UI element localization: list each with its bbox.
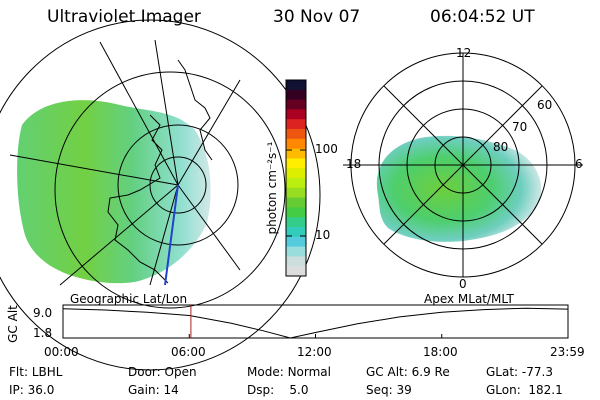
param-mode: Mode: Normal: [247, 365, 331, 379]
colorbar-swatch: [286, 158, 306, 169]
altitude-x-tick-1200: 12:00: [297, 345, 332, 359]
apex-caption: Apex MLat/MLT: [424, 292, 514, 306]
altitude-plot-frame: [62, 304, 569, 339]
colorbar-swatch: [286, 99, 306, 110]
altitude-y-title: GC Alt: [6, 305, 20, 343]
param-glon: GLon: 182.1: [486, 383, 563, 397]
mlt-label-18: 18: [346, 157, 362, 171]
noon-meridian-line: [164, 184, 179, 286]
altitude-x-tick-2359: 23:59: [550, 345, 585, 359]
colorbar-swatch: [286, 217, 306, 228]
apex-grid: [343, 52, 583, 278]
colorbar-swatch: [286, 256, 306, 267]
colorbar-swatch: [286, 266, 306, 277]
colorbar-swatch: [286, 148, 306, 159]
altitude-x-tick-1800: 18:00: [423, 345, 458, 359]
date-label: 30 Nov 07: [273, 7, 361, 27]
mlat-label-70: 70: [512, 120, 528, 134]
colorbar-tick-100: 100: [315, 142, 338, 156]
param-seq: Seq: 39: [366, 383, 412, 397]
altitude-x-ticks: [62, 334, 569, 338]
param-dsp: Dsp: 5.0: [247, 383, 309, 397]
colorbar-swatch: [286, 129, 306, 140]
apex-polar-plot: [343, 52, 583, 278]
colorbar-swatch: [286, 178, 306, 189]
colorbar-tick-10: 10: [315, 228, 331, 242]
mlat-label-80: 80: [493, 140, 509, 154]
colorbar-unit-label: photon cm⁻²s⁻¹: [265, 141, 279, 235]
apex-aurora-image: [376, 135, 542, 242]
time-label: 06:04:52 UT: [430, 7, 535, 27]
colorbar-swatch: [286, 187, 306, 199]
param-door: Door: Open: [128, 365, 197, 379]
colorbar-swatch: [286, 227, 306, 238]
altitude-plot: [62, 304, 569, 339]
colorbar-swatch: [286, 197, 306, 208]
colorbar: [285, 79, 307, 277]
mlt-label-12: 12: [456, 46, 472, 60]
orbit-altitude-curve: [62, 307, 568, 339]
colorbar-frame: [285, 79, 307, 277]
colorbar-swatch: [286, 207, 306, 218]
geographic-grid: [0, 19, 321, 371]
colorbar-swatch: [286, 138, 306, 150]
geographic-caption: Geographic Lat/Lon: [70, 292, 188, 306]
colorbar-ticks: [286, 149, 306, 237]
altitude-y-tick-max: 9.0: [33, 306, 53, 320]
altitude-x-tick-0000: 00:00: [44, 345, 79, 359]
param-gain: Gain: 14: [128, 383, 179, 397]
colorbar-swatch: [286, 119, 306, 130]
instrument-title: Ultraviolet Imager: [47, 7, 201, 27]
param-ip: IP: 36.0: [9, 383, 55, 397]
param-glat: GLat: -77.3: [486, 365, 553, 379]
colorbar-swatch: [286, 168, 306, 179]
colorbar-swatch: [286, 236, 306, 248]
geographic-aurora-image: [17, 100, 211, 284]
altitude-y-tick-min: 1.8: [33, 326, 53, 340]
mlt-label-6: 6: [575, 157, 583, 171]
mlat-label-60: 60: [537, 98, 553, 112]
param-gc-alt: GC Alt: 6.9 Re: [366, 365, 450, 379]
colorbar-swatch: [286, 80, 306, 91]
colorbar-swatch: [286, 246, 306, 257]
colorbar-swatch: [286, 89, 306, 101]
param-filter: Flt: LBHL: [9, 365, 63, 379]
altitude-x-tick-0600: 06:00: [171, 345, 206, 359]
colorbar-swatch: [286, 109, 306, 120]
antarctica-coastline: [107, 59, 213, 284]
geographic-map: [0, 19, 321, 371]
mlt-label-0: 0: [459, 277, 467, 291]
